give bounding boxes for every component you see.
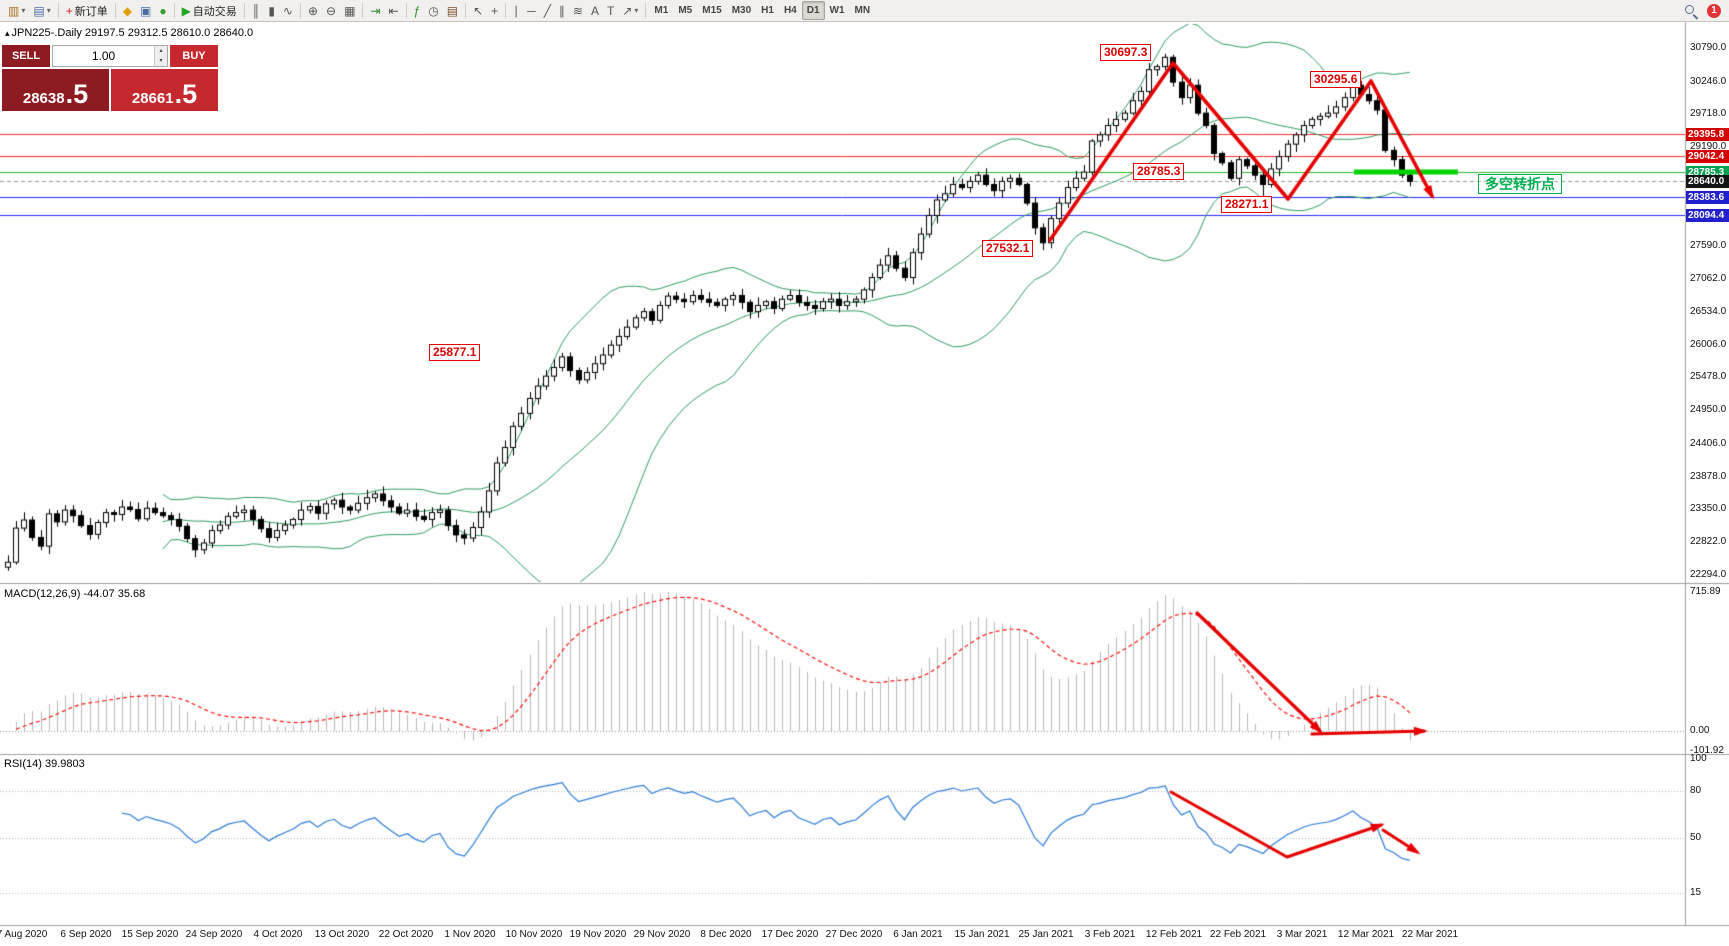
timeframe-d1-button[interactable]: D1 <box>801 1 825 20</box>
auto-scroll-icon: ⇥ <box>370 3 381 18</box>
zoom-in-button[interactable]: ⊕ <box>304 1 322 20</box>
cursor-button[interactable]: ↖ <box>469 1 487 20</box>
toolbar-separator <box>362 3 364 18</box>
new-chart-icon: ▥ <box>8 3 20 18</box>
zoom-in-icon: ⊕ <box>307 3 319 18</box>
cursor-icon: ↖ <box>473 3 484 18</box>
chart-shift-button[interactable]: ⇤ <box>385 1 403 20</box>
new-order-icon: + <box>65 3 73 18</box>
equidistant-channel-button[interactable]: ∥ <box>555 1 569 20</box>
timeframe-m1-button[interactable]: M1 <box>654 5 669 16</box>
arrows-tool-button[interactable]: ↗ ▾ <box>618 1 642 20</box>
toolbar-separator <box>243 3 245 18</box>
auto-scroll-button[interactable]: ⇥ <box>366 1 384 20</box>
line-chart-button[interactable]: ∿ <box>279 1 297 20</box>
new-chart-button[interactable]: ▥ ▾ <box>4 1 29 20</box>
timeframe-m30-button[interactable]: M30 <box>731 5 752 16</box>
periods-icon: ◷ <box>428 3 439 18</box>
new-order-button[interactable]: + 新订单 <box>62 1 112 20</box>
timeframe-w1-button[interactable]: W1 <box>829 5 845 16</box>
horizontal-line-button[interactable]: ─ <box>523 1 540 20</box>
profiles-icon: ▤ <box>33 3 45 18</box>
fibonacci-icon: ≋ <box>572 3 583 18</box>
zoom-out-icon: ⊖ <box>326 3 337 18</box>
text-button[interactable]: A <box>587 1 603 20</box>
metaeditor-icon: ◆ <box>122 3 132 18</box>
toolbar-separator <box>645 3 647 18</box>
help-button[interactable]: ● <box>155 1 170 20</box>
help-icon: ● <box>159 3 167 18</box>
timeframe-m5-button[interactable]: M5 <box>678 5 693 16</box>
templates-button[interactable]: ▤ <box>443 1 462 20</box>
bar-chart-icon: ║ <box>251 3 261 18</box>
toolbar-right: 1 <box>1683 3 1725 19</box>
trendline-button[interactable]: ╱ <box>540 1 555 20</box>
toolbar-separator <box>465 3 467 18</box>
equidistant-channel-icon: ∥ <box>558 3 565 18</box>
crosshair-icon: + <box>491 3 499 18</box>
indicators-icon: ƒ <box>413 3 421 18</box>
periods-button[interactable]: ◷ <box>424 1 442 20</box>
profiles-button[interactable]: ▤ ▾ <box>29 1 54 20</box>
crosshair-button[interactable]: + <box>487 1 502 20</box>
tile-windows-button[interactable]: ▦ <box>340 1 359 20</box>
metaeditor-button[interactable]: ◆ <box>119 1 136 20</box>
indicators-button[interactable]: ƒ <box>410 1 425 20</box>
autotrading-button[interactable]: ▶ 自动交易 <box>178 1 241 20</box>
fibonacci-button[interactable]: ≋ <box>569 1 587 20</box>
timeframe-h1-button[interactable]: H1 <box>761 5 774 16</box>
vertical-line-button[interactable]: ∣ <box>509 1 523 20</box>
charts-grid-icon: ▣ <box>139 3 152 18</box>
toolbar-separator <box>57 3 59 18</box>
toolbar-separator <box>405 3 407 18</box>
text-label-button[interactable]: T <box>603 1 618 20</box>
tile-windows-icon: ▦ <box>344 3 356 18</box>
bar-chart-button[interactable]: ║ <box>248 1 265 20</box>
caret-down-icon: ▾ <box>634 6 639 15</box>
arrows-tool-icon: ↗ <box>622 3 633 18</box>
timeframe-h4-button[interactable]: H4 <box>783 5 797 16</box>
toolbar-separator <box>173 3 175 18</box>
trendline-icon: ╱ <box>543 3 551 18</box>
text-label-icon: T <box>607 3 615 18</box>
timeframe-mn-button[interactable]: MN <box>854 5 871 16</box>
timeframe-m15-button[interactable]: M15 <box>702 5 722 16</box>
text-icon: A <box>590 3 599 18</box>
templates-icon: ▤ <box>446 3 459 18</box>
toolbar-separator <box>114 3 116 18</box>
search-icon[interactable] <box>1683 3 1699 19</box>
autotrading-label: 自动交易 <box>192 5 237 18</box>
horizontal-line-icon: ─ <box>527 3 536 18</box>
autotrading-icon: ▶ <box>181 3 191 18</box>
new-order-label: 新订单 <box>74 5 108 18</box>
toolbar: ▥ ▾ ▤ ▾ + 新订单 ◆ ▣ ● ▶ 自动交易 ║ ▮ ∿ ⊕ ⊖ ▦ ⇥ ⇤ ƒ ◷ ▤ ↖ + ∣ ─ ╱ ∥ ≋ A T ↗ ▾ M1… <box>0 0 1729 22</box>
candlestick-chart-button[interactable]: ▮ <box>264 1 279 20</box>
vertical-line-icon: ∣ <box>513 3 520 18</box>
toolbar-separator <box>299 3 301 18</box>
charts-grid-button[interactable]: ▣ <box>136 1 155 20</box>
chart-shift-icon: ⇤ <box>388 3 399 18</box>
caret-down-icon: ▾ <box>46 6 51 15</box>
notification-badge[interactable]: 1 <box>1707 3 1721 18</box>
candlestick-chart-icon: ▮ <box>268 3 275 18</box>
caret-down-icon: ▾ <box>21 6 26 15</box>
toolbar-separator <box>505 3 507 18</box>
line-chart-icon: ∿ <box>282 3 293 18</box>
toolbar-buttons: ▥ ▾ ▤ ▾ + 新订单 ◆ ▣ ● ▶ 自动交易 ║ ▮ ∿ ⊕ ⊖ ▦ ⇥ ⇤ ƒ ◷ ▤ ↖ + ∣ ─ ╱ ∥ ≋ A T ↗ ▾ M1… <box>4 0 875 21</box>
magnifier-glass-icon <box>1685 4 1694 14</box>
zoom-out-button[interactable]: ⊖ <box>322 1 340 20</box>
